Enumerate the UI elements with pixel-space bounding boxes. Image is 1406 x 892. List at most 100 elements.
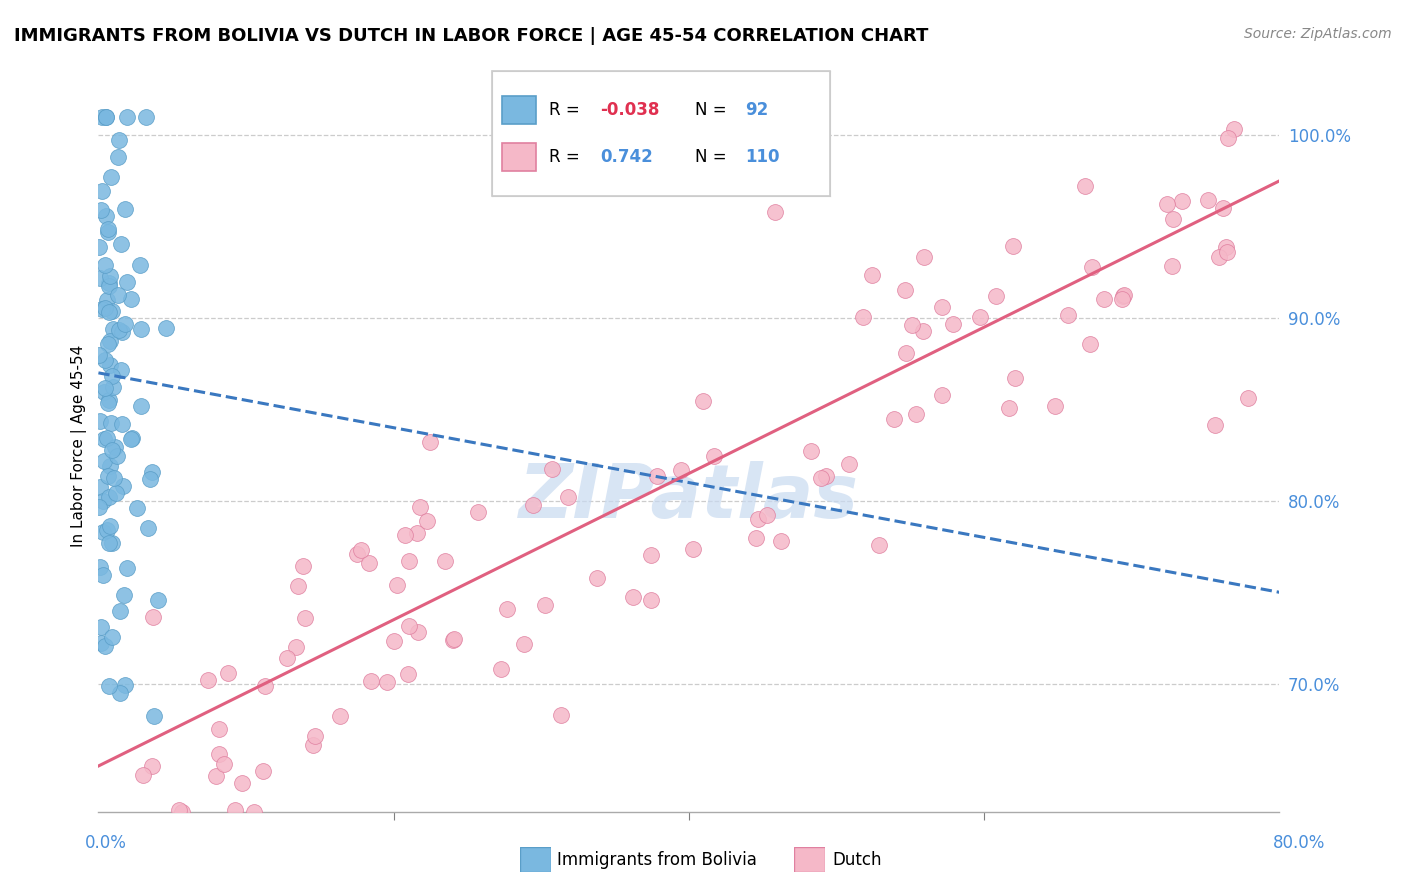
Point	[1163, 212, 1185, 227]
Point	[396, 667, 419, 681]
Point	[204, 769, 226, 783]
Point	[769, 533, 792, 548]
Point	[640, 548, 662, 562]
Point	[745, 532, 768, 546]
Point	[382, 634, 405, 648]
Point	[406, 526, 429, 541]
Point	[415, 514, 437, 528]
Text: Dutch: Dutch	[832, 851, 882, 869]
Point	[931, 388, 953, 402]
Point	[1001, 239, 1024, 253]
Point	[94, 258, 117, 272]
Point	[93, 453, 115, 467]
Point	[101, 322, 124, 336]
Point	[104, 441, 127, 455]
Point	[883, 411, 905, 425]
Point	[94, 353, 117, 368]
Point	[110, 686, 132, 700]
Point	[942, 317, 965, 331]
Point	[1080, 260, 1102, 275]
Point	[541, 462, 564, 476]
Point	[90, 635, 112, 649]
Point	[100, 170, 122, 185]
Point	[621, 591, 644, 605]
Point	[800, 444, 823, 458]
Text: N =: N =	[695, 102, 725, 120]
Point	[89, 414, 111, 428]
Point	[252, 764, 274, 779]
Point	[433, 553, 456, 567]
Point	[94, 110, 117, 124]
Point	[98, 268, 121, 283]
Point	[100, 303, 122, 318]
Point	[110, 363, 132, 377]
Point	[94, 640, 117, 654]
Point	[214, 757, 236, 772]
Point	[96, 293, 118, 307]
Point	[1204, 417, 1226, 432]
Point	[1004, 370, 1026, 384]
Point	[97, 222, 120, 236]
Point	[120, 293, 142, 307]
Point	[1216, 131, 1239, 145]
Point	[894, 283, 917, 297]
Point	[406, 624, 429, 639]
Point	[998, 401, 1021, 415]
Point	[1236, 392, 1258, 406]
Point	[87, 348, 110, 362]
Point	[141, 759, 163, 773]
Point	[114, 678, 136, 692]
Text: 80.0%: 80.0%	[1272, 834, 1326, 852]
Point	[838, 458, 860, 472]
Point	[496, 602, 519, 616]
Point	[1197, 193, 1219, 207]
Point	[111, 417, 134, 431]
Point	[294, 610, 316, 624]
Point	[110, 237, 132, 252]
Point	[443, 633, 465, 648]
Point	[217, 665, 239, 680]
Point	[112, 588, 135, 602]
Point	[114, 317, 136, 331]
Point	[815, 468, 838, 483]
Point	[645, 469, 668, 483]
Point	[398, 553, 420, 567]
Point	[101, 536, 124, 550]
Point	[350, 543, 373, 558]
Point	[89, 480, 111, 494]
Point	[197, 673, 219, 687]
Point	[107, 150, 129, 164]
Text: IMMIGRANTS FROM BOLIVIA VS DUTCH IN LABOR FORCE | AGE 45-54 CORRELATION CHART: IMMIGRANTS FROM BOLIVIA VS DUTCH IN LABO…	[14, 27, 928, 45]
Point	[94, 110, 117, 124]
Point	[120, 432, 142, 446]
Point	[94, 381, 117, 395]
Point	[89, 500, 111, 514]
Point	[409, 500, 432, 515]
Point	[1208, 251, 1230, 265]
Point	[115, 561, 138, 575]
Point	[129, 258, 152, 272]
Point	[904, 407, 927, 421]
Point	[1212, 201, 1234, 215]
Point	[533, 598, 555, 612]
Point	[97, 336, 120, 351]
Point	[98, 334, 121, 349]
Point	[1216, 245, 1239, 260]
Point	[89, 271, 111, 285]
Point	[443, 632, 465, 646]
Point	[292, 559, 315, 574]
Point	[1078, 336, 1101, 351]
Point	[136, 521, 159, 535]
Point	[155, 320, 177, 334]
Point	[703, 449, 725, 463]
Point	[111, 478, 134, 492]
Bar	[502, 144, 536, 171]
Point	[91, 110, 114, 124]
Point	[142, 709, 165, 723]
Point	[1156, 197, 1178, 211]
Text: 92: 92	[745, 102, 769, 120]
Point	[98, 490, 121, 504]
Point	[142, 610, 165, 624]
Text: ZIPatlas: ZIPatlas	[519, 460, 859, 533]
Point	[276, 651, 298, 665]
